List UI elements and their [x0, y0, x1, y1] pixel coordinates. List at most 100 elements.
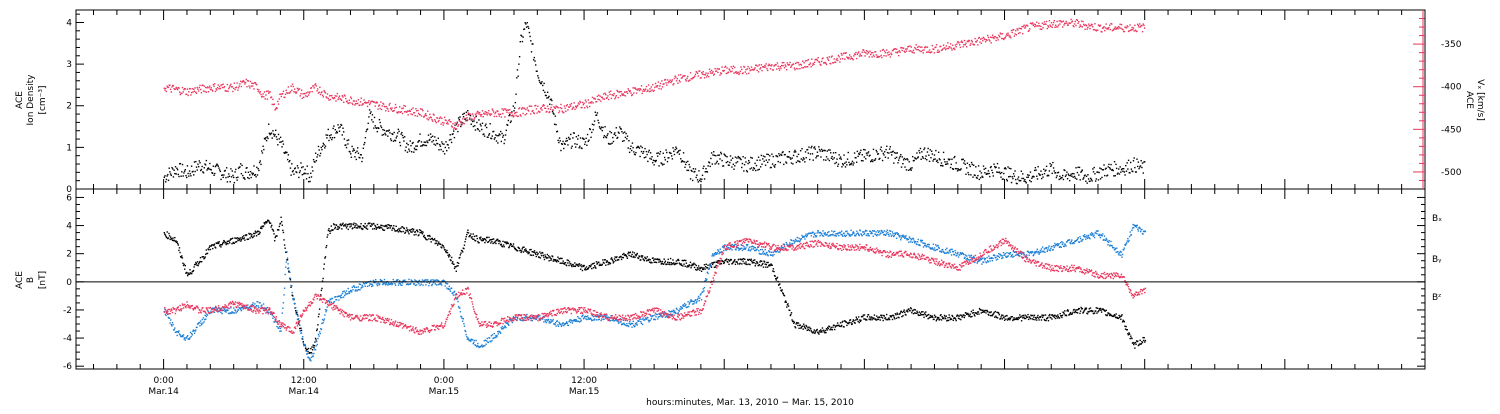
- vx-point: [620, 95, 621, 96]
- bx-point: [353, 224, 354, 225]
- bx-point: [275, 237, 276, 238]
- ion-density-point: [475, 116, 476, 117]
- ion-density-point: [668, 157, 669, 158]
- ion-density-point: [1082, 178, 1083, 179]
- vx-point: [795, 63, 796, 64]
- vx-point: [870, 54, 871, 55]
- vx-point: [431, 117, 432, 118]
- vx-point: [995, 40, 996, 41]
- vx-point: [377, 108, 378, 109]
- bx-point: [197, 261, 198, 262]
- vx-point: [921, 46, 922, 47]
- bx-point: [441, 247, 442, 248]
- ion-density-point: [1134, 167, 1135, 168]
- vx-point: [1021, 26, 1022, 27]
- ion-density-point: [223, 174, 224, 175]
- vx-point: [784, 67, 785, 68]
- ion-density-point: [863, 149, 864, 150]
- vx-point: [1056, 21, 1057, 22]
- ion-density-point: [719, 154, 720, 155]
- ion-density-point: [695, 177, 696, 178]
- ion-density-point: [510, 122, 511, 123]
- bx-point: [816, 329, 817, 330]
- ion-density-point: [855, 157, 856, 158]
- ion-density-point: [818, 146, 819, 147]
- bx-point: [206, 249, 207, 250]
- bx-point: [850, 319, 851, 320]
- ion-density-point: [403, 140, 404, 141]
- bx-point: [547, 257, 548, 258]
- ion-density-point: [478, 129, 479, 130]
- vx-point: [377, 102, 378, 103]
- ion-density-point: [1107, 175, 1108, 176]
- ion-density-point: [763, 161, 764, 162]
- bx-point: [1128, 332, 1129, 333]
- vx-point: [623, 93, 624, 94]
- vx-point: [607, 95, 608, 96]
- bx-point: [870, 318, 871, 319]
- bx-point: [618, 259, 619, 260]
- ion-density-point: [627, 135, 628, 136]
- vx-point: [871, 52, 872, 53]
- vx-point: [227, 91, 228, 92]
- vx-point: [1049, 20, 1050, 21]
- ion-density-point: [1059, 176, 1060, 177]
- ion-density-point: [1030, 181, 1031, 182]
- vx-point: [1141, 25, 1142, 26]
- vx-point: [1088, 23, 1089, 24]
- by-point: [204, 315, 205, 316]
- ion-density-point: [339, 130, 340, 131]
- vx-point: [239, 85, 240, 86]
- ion-density-point: [227, 176, 228, 177]
- bx-point: [552, 256, 553, 257]
- bx-point: [607, 264, 608, 265]
- vx-point: [543, 105, 544, 106]
- bx-point: [510, 244, 511, 245]
- vx-point: [995, 36, 996, 37]
- vx-point: [865, 52, 866, 53]
- vx-point: [873, 54, 874, 55]
- bx-point: [825, 330, 826, 331]
- bx-point: [637, 253, 638, 254]
- ion-density-point: [318, 149, 319, 150]
- ion-density-point: [277, 144, 278, 145]
- vx-point: [999, 36, 1000, 37]
- ion-density-point: [472, 121, 473, 122]
- bx-point: [300, 328, 301, 329]
- ion-density-point: [1110, 164, 1111, 165]
- by-point: [191, 333, 192, 334]
- ion-density-point: [405, 150, 406, 151]
- vx-point: [960, 47, 961, 48]
- ion-density-point: [361, 154, 362, 155]
- bx-point: [372, 228, 373, 229]
- ion-density-point: [670, 153, 671, 154]
- vx-point: [395, 104, 396, 105]
- vx-point: [726, 67, 727, 68]
- vx-point: [868, 52, 869, 53]
- vx-point: [1134, 25, 1135, 26]
- vx-point: [352, 104, 353, 105]
- ion-density-point: [433, 144, 434, 145]
- ion-density-point: [925, 158, 926, 159]
- ion-density-point: [739, 157, 740, 158]
- bx-point: [689, 265, 690, 266]
- ion-density-point: [600, 128, 601, 129]
- bx-point: [493, 238, 494, 239]
- ion-density-point: [879, 158, 880, 159]
- ion-density-point: [931, 151, 932, 152]
- bx-point: [1028, 319, 1029, 320]
- ion-density-point: [291, 163, 292, 164]
- bottom-panel-series: [164, 217, 1146, 362]
- ion-density-point: [1138, 161, 1139, 162]
- ion-density-point: [426, 145, 427, 146]
- bx-point: [270, 226, 271, 227]
- bx-point: [229, 242, 230, 243]
- vx-point: [565, 111, 566, 112]
- bx-point: [632, 251, 633, 252]
- bx-point: [659, 259, 660, 260]
- ion-density-point: [932, 160, 933, 161]
- bx-point: [822, 327, 823, 328]
- bx-point: [430, 241, 431, 242]
- ion-density-point: [686, 162, 687, 163]
- ion-density-point: [771, 153, 772, 154]
